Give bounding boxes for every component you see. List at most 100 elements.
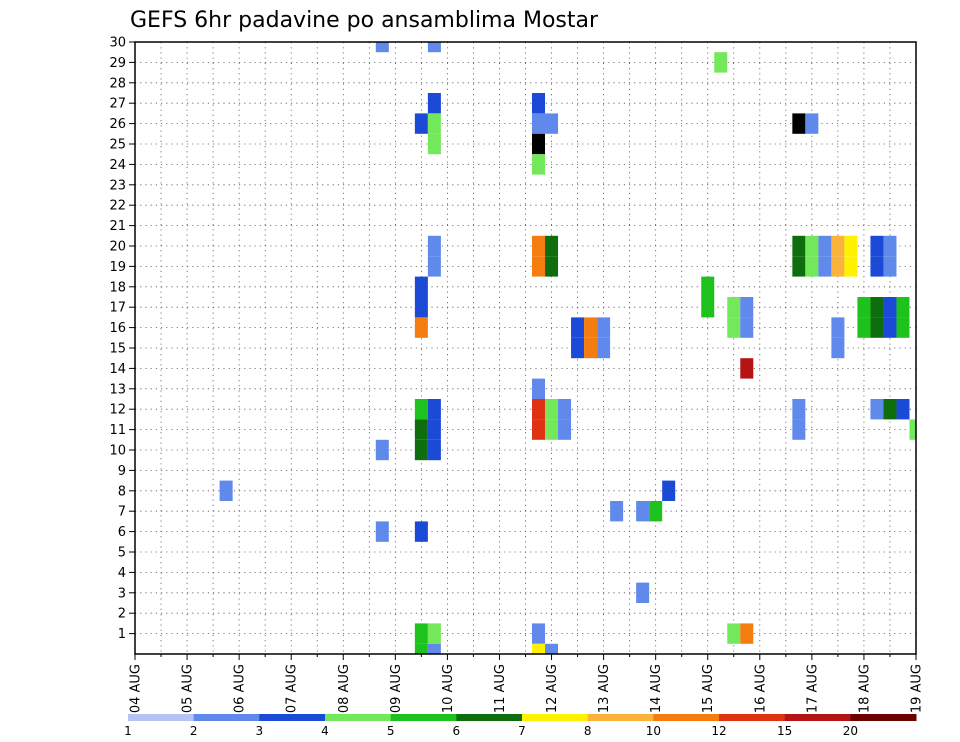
data-cell: [532, 93, 546, 114]
data-cell: [883, 399, 897, 420]
data-cell: [427, 93, 441, 114]
data-cell: [649, 501, 663, 522]
colorbar-label: 20: [843, 724, 858, 738]
data-cell: [883, 235, 897, 257]
colorbar-label: 3: [256, 724, 264, 738]
data-cell: [831, 337, 845, 359]
data-cell: [740, 623, 754, 644]
data-cell: [571, 337, 585, 359]
data-cell: [857, 297, 871, 318]
data-cell: [909, 419, 916, 440]
data-cell: [831, 235, 845, 257]
data-cell: [844, 235, 858, 257]
colorbar-swatch: [456, 714, 523, 721]
data-cell: [532, 623, 546, 644]
data-cell: [545, 256, 559, 277]
data-cell: [427, 623, 441, 644]
x-tick-label: 10 AUG: [441, 664, 456, 713]
y-tick-label: 21: [109, 219, 126, 234]
x-tick-label: 06 AUG: [233, 664, 248, 713]
y-tick-label: 7: [118, 505, 126, 520]
y-tick-label: 27: [109, 97, 126, 112]
data-cell: [571, 317, 585, 338]
colorbar-swatch: [653, 714, 720, 721]
colorbar: 1 2 3 4 5 6 7 8 10 12 15 20: [124, 714, 917, 738]
colorbar-swatch: [193, 714, 260, 721]
colorbar-swatch: [522, 714, 589, 721]
data-cell: [740, 358, 754, 379]
data-cell: [896, 399, 910, 420]
data-cell: [414, 419, 428, 440]
data-cell: [545, 643, 559, 654]
y-axis: 1234567891011121314151617181920212223242…: [109, 36, 135, 642]
y-tick-label: 29: [109, 56, 126, 71]
data-cell: [427, 643, 441, 654]
y-tick-label: 14: [109, 362, 126, 377]
colorbar-swatch: [719, 714, 786, 721]
data-cell: [870, 297, 884, 318]
y-tick-label: 18: [109, 280, 126, 295]
data-cell: [532, 113, 546, 134]
data-cell: [883, 297, 897, 318]
x-tick-label: 08 AUG: [337, 664, 352, 713]
data-cell: [792, 256, 806, 277]
data-cell: [701, 276, 715, 297]
x-tick-label: 07 AUG: [285, 664, 300, 713]
data-cell: [532, 256, 546, 277]
y-tick-label: 8: [118, 484, 126, 499]
data-cell: [375, 42, 389, 53]
data-cell: [427, 419, 441, 440]
data-cell: [844, 256, 858, 277]
colorbar-label: 10: [646, 724, 661, 738]
data-cell: [883, 256, 897, 277]
y-tick-label: 6: [118, 525, 126, 540]
data-cell: [375, 521, 389, 542]
y-tick-label: 26: [109, 117, 126, 132]
x-tick-label: 18 AUG: [857, 664, 872, 713]
y-tick-label: 20: [109, 240, 126, 255]
data-cell: [414, 399, 428, 420]
x-tick-label: 09 AUG: [389, 664, 404, 713]
data-cell: [896, 297, 910, 318]
data-cell: [805, 113, 819, 134]
data-cell: [427, 439, 441, 461]
y-tick-label: 30: [109, 36, 126, 51]
data-cell: [414, 623, 428, 644]
data-cell: [792, 235, 806, 257]
colorbar-swatch: [587, 714, 654, 721]
data-cell: [870, 317, 884, 338]
x-tick-label: 12 AUG: [545, 664, 560, 713]
colorbar-label: 12: [711, 724, 726, 738]
colorbar-swatch: [784, 714, 851, 721]
data-cell: [818, 256, 832, 277]
data-cell: [558, 419, 572, 440]
y-tick-label: 12: [109, 403, 126, 418]
y-tick-label: 28: [109, 76, 126, 91]
data-cell: [532, 133, 546, 155]
y-tick-label: 2: [118, 607, 126, 622]
y-tick-label: 1: [118, 627, 126, 642]
y-tick-label: 16: [109, 321, 126, 336]
data-cell: [831, 317, 845, 338]
data-cell: [427, 256, 441, 277]
y-tick-label: 3: [118, 586, 126, 601]
data-cell: [414, 297, 428, 318]
data-cell: [427, 133, 441, 155]
x-tick-label: 16 AUG: [753, 664, 768, 713]
colorbar-label: 2: [190, 724, 198, 738]
x-tick-label: 17 AUG: [805, 664, 820, 713]
chart-title: GEFS 6hr padavine po ansamblima Mostar: [130, 8, 599, 33]
y-tick-label: 22: [109, 199, 126, 214]
data-cell: [740, 317, 754, 338]
data-cell: [414, 317, 428, 338]
data-cell: [805, 235, 819, 257]
colorbar-swatch: [128, 714, 195, 721]
colorbar-label: 7: [518, 724, 526, 738]
colorbar-label: 6: [453, 724, 461, 738]
data-cell: [532, 399, 546, 420]
x-tick-label: 04 AUG: [129, 664, 144, 713]
y-tick-label: 23: [109, 178, 126, 193]
y-tick-label: 10: [109, 444, 126, 459]
data-cell: [427, 235, 441, 257]
data-cell: [727, 317, 741, 338]
